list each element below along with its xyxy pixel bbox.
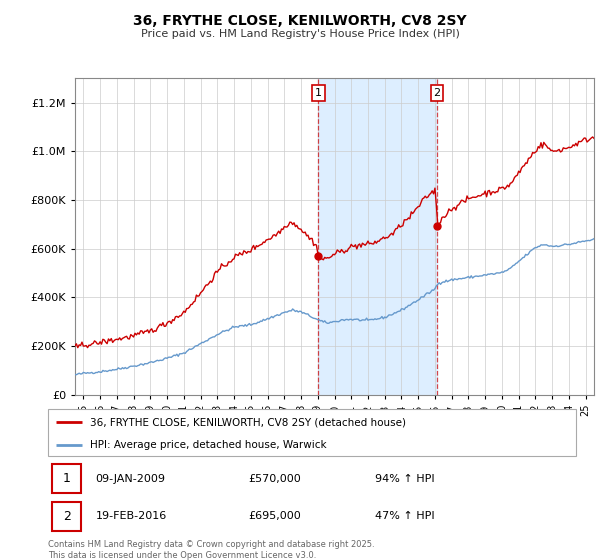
Text: 47% ↑ HPI: 47% ↑ HPI <box>376 511 435 521</box>
Text: Contains HM Land Registry data © Crown copyright and database right 2025.
This d: Contains HM Land Registry data © Crown c… <box>48 540 374 560</box>
Text: 94% ↑ HPI: 94% ↑ HPI <box>376 474 435 484</box>
Text: 19-FEB-2016: 19-FEB-2016 <box>95 511 167 521</box>
Text: Price paid vs. HM Land Registry's House Price Index (HPI): Price paid vs. HM Land Registry's House … <box>140 29 460 39</box>
Text: 1: 1 <box>63 472 71 485</box>
Text: 1: 1 <box>315 88 322 98</box>
Text: 09-JAN-2009: 09-JAN-2009 <box>95 474 166 484</box>
Text: 2: 2 <box>433 88 440 98</box>
Bar <box>319 78 437 395</box>
Text: 2: 2 <box>63 510 71 523</box>
FancyBboxPatch shape <box>52 464 81 493</box>
Text: 36, FRYTHE CLOSE, KENILWORTH, CV8 2SY: 36, FRYTHE CLOSE, KENILWORTH, CV8 2SY <box>133 14 467 28</box>
FancyBboxPatch shape <box>48 409 576 456</box>
FancyBboxPatch shape <box>52 502 81 531</box>
Text: £570,000: £570,000 <box>248 474 301 484</box>
Text: 36, FRYTHE CLOSE, KENILWORTH, CV8 2SY (detached house): 36, FRYTHE CLOSE, KENILWORTH, CV8 2SY (d… <box>90 417 406 427</box>
Text: HPI: Average price, detached house, Warwick: HPI: Average price, detached house, Warw… <box>90 440 327 450</box>
Text: £695,000: £695,000 <box>248 511 301 521</box>
